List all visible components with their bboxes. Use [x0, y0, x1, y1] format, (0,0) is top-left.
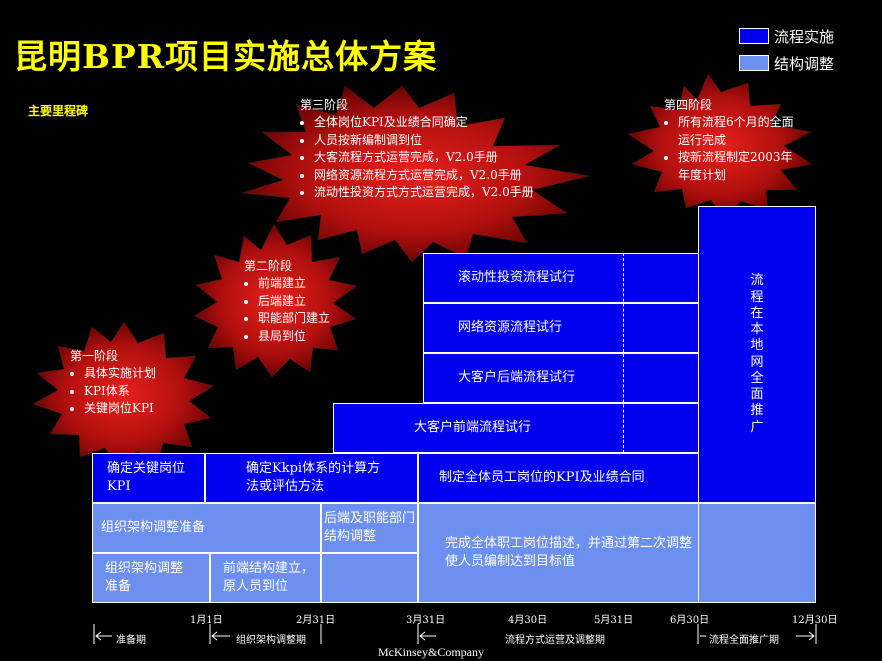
block-rolling-investment: 滚动性投资流程试行 — [423, 253, 699, 303]
phase-1-title: 第一阶段 — [70, 349, 119, 363]
rollout-char: 本 — [750, 322, 764, 337]
starburst-phase-3 — [241, 85, 591, 263]
date-label: 2月31日 — [296, 615, 336, 626]
date-label: 6月30日 — [670, 615, 710, 626]
block-rollout-label: 流程在本地网全面推广 — [750, 273, 763, 436]
period-label: 流程全面推广期 — [709, 635, 779, 646]
date-label: 1月1日 — [190, 615, 223, 626]
phase-2-text: 第二阶段 前端建立 后端建立 职能部门建立 县局到位 — [244, 258, 364, 345]
block-rollout: 流程在本地网全面推广 — [698, 206, 816, 503]
phase-2-item: 前端建立 — [258, 275, 364, 292]
legend-label-structure: 结构调整 — [774, 55, 835, 73]
rollout-char: 程 — [750, 289, 764, 305]
rollout-char: 网 — [750, 354, 764, 370]
period-label: 流程方式运营及调整期 — [505, 635, 605, 646]
rollout-char: 广 — [750, 419, 764, 435]
block-org-prep-2: 组织架构调整准备 — [92, 553, 210, 603]
phase-2-item: 职能部门建立 — [258, 310, 364, 327]
block-rollout-structure — [698, 503, 816, 603]
rollout-char: 面 — [750, 387, 764, 402]
dashed-divider-may — [623, 253, 624, 453]
date-label: 4月30日 — [508, 615, 548, 626]
phase-2-title: 第二阶段 — [244, 259, 293, 273]
rollout-char: 流 — [750, 273, 764, 289]
phase-1-item: KPI体系 — [84, 383, 210, 400]
timeline-axis — [93, 624, 817, 644]
phase-4-title: 第四阶段 — [664, 98, 713, 112]
date-label: 3月31日 — [406, 615, 446, 626]
rollout-char: 地 — [750, 338, 764, 354]
block-org-prep: 组织架构调整准备 — [92, 503, 321, 553]
phase-3-item: 流动性投资方式方式运营完成，V2.0手册 — [314, 184, 575, 201]
phase-1-item: 具体实施计划 — [84, 365, 210, 382]
starburst-phase-2 — [193, 223, 358, 378]
subtitle: 主要里程碑 — [28, 104, 89, 118]
phase-4-item: 按新流程制定2003年年度计划 — [678, 149, 794, 184]
block-backend-functional: 后端及职能部门结构调整 — [321, 503, 418, 553]
block-kkpi-calc: 确定Kkpi体系的计算方法或评估方法 — [205, 453, 418, 503]
date-label: 12月30日 — [792, 615, 838, 626]
block-complete-description: 完成全体职工岗位描述，并通过第二次调整使人员编制达到目标值 — [418, 503, 699, 603]
phase-3-item: 网络资源流程方式运营完成，V2.0手册 — [314, 167, 575, 184]
footer-brand: McKinsey&Company — [378, 645, 484, 659]
block-network-resource: 网络资源流程试行 — [423, 303, 699, 353]
phase-3-item: 全体岗位KPI及业绩合同确定 — [314, 114, 575, 131]
block-structure-gap — [321, 553, 418, 603]
date-label: 5月31日 — [594, 615, 634, 626]
rollout-char: 在 — [750, 305, 764, 321]
block-all-staff-kpi: 制定全体员工岗位的KPI及业绩合同 — [418, 453, 699, 503]
rollout-char: 全 — [750, 370, 764, 386]
phase-1-item: 关键岗位KPI — [84, 400, 210, 417]
block-big-customer-backend: 大客户后端流程试行 — [423, 353, 699, 403]
phase-4-text: 第四阶段 所有流程6个月的全面运行完成 按新流程制定2003年年度计划 — [664, 97, 794, 184]
phase-2-item: 县局到位 — [258, 328, 364, 345]
legend-swatch-structure — [739, 55, 769, 71]
page-title: 昆明BPR项目实施总体方案 — [14, 37, 438, 76]
phase-2-item: 后端建立 — [258, 293, 364, 310]
phase-3-title: 第三阶段 — [300, 98, 349, 112]
period-label: 组织架构调整期 — [236, 635, 306, 646]
block-big-customer-frontend: 大客户前端流程试行 — [333, 403, 699, 453]
legend-label-process: 流程实施 — [774, 28, 835, 46]
phase-3-text: 第三阶段 全体岗位KPI及业绩合同确定 人员按新编制调到位 大客流程方式运营完成… — [300, 97, 575, 201]
rollout-char: 推 — [750, 403, 764, 419]
phase-3-item: 大客流程方式运营完成，V2.0手册 — [314, 149, 575, 166]
period-label: 准备期 — [116, 635, 146, 646]
block-front-structure: 前端结构建立，原人员到位 — [210, 553, 321, 603]
dashed-divider-feb — [210, 555, 211, 601]
phase-4-item: 所有流程6个月的全面运行完成 — [678, 114, 794, 149]
phase-1-text: 第一阶段 具体实施计划 KPI体系 关键岗位KPI — [70, 348, 210, 418]
legend-swatch-process — [739, 28, 769, 44]
block-key-kpi: 确定关键岗位KPI — [92, 453, 205, 503]
phase-3-item: 人员按新编制调到位 — [314, 132, 575, 149]
